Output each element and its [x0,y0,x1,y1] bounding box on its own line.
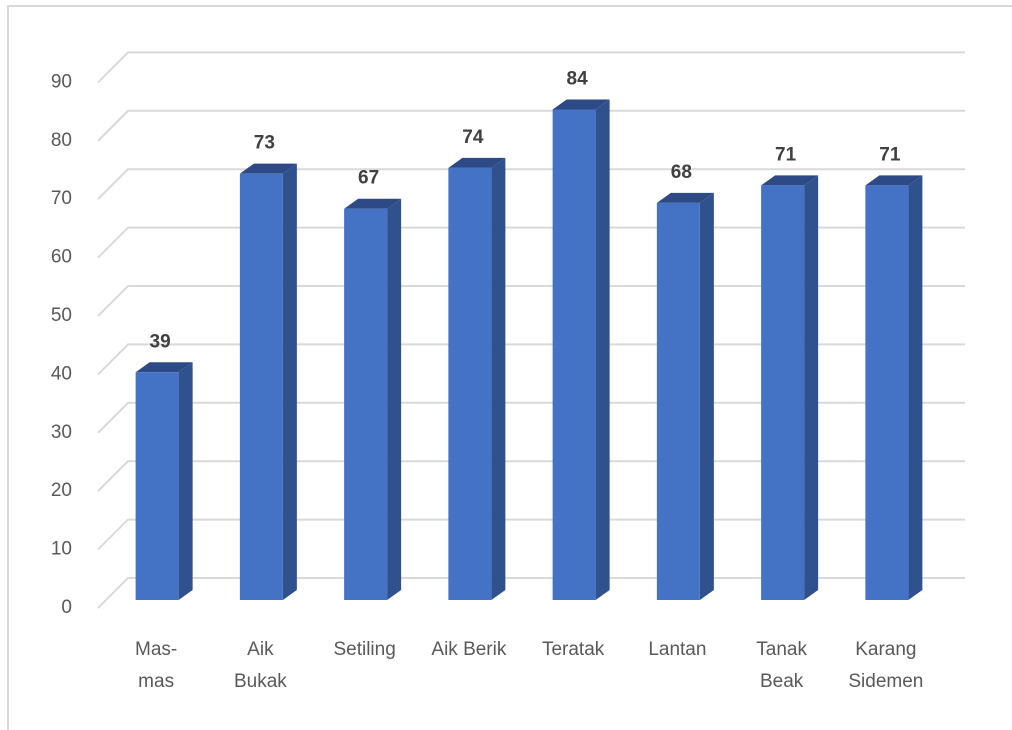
y-tick-label: 10 [51,539,72,560]
value-label: 67 [358,168,379,189]
grid-line [97,518,965,551]
value-label: 71 [879,144,901,165]
bar-top [239,163,297,174]
grid-line [97,401,965,434]
bar-top [552,99,610,110]
bar-top [448,157,506,168]
value-label: 68 [671,162,692,183]
grid-line [97,109,965,142]
bar [761,185,805,601]
x-tick-label: Setiling [333,639,396,660]
y-tick-label: 90 [51,71,72,92]
bar-side [282,163,297,600]
bar-top [761,175,819,186]
y-tick-label: 40 [51,363,72,384]
bar [135,372,179,600]
bar-side [178,362,193,600]
y-tick-label: 30 [51,422,72,443]
y-tick-label: 60 [51,247,72,268]
bar-side [491,157,506,600]
bar-top [865,175,923,186]
bar-side [908,175,923,601]
bar-side [595,99,610,600]
bar [656,202,700,600]
value-label: 39 [150,331,171,352]
y-tick-label: 70 [51,188,72,209]
x-tick-label: Tanak Beak [756,639,807,692]
bar-side [699,192,714,600]
bar-top [135,362,193,373]
frame [7,5,1012,730]
x-tick-label: Lantan [648,639,707,660]
value-label: 74 [462,127,484,148]
y-tick-label: 80 [51,130,72,151]
value-label: 71 [775,144,797,165]
y-tick-label: 50 [51,305,72,326]
grid-line [97,285,965,317]
x-tick-label: Teratak [541,639,605,660]
value-label: 84 [567,68,589,89]
bar [239,173,283,600]
grid-line [97,226,965,259]
bar [344,208,388,600]
x-tick-label: Aik Berik [431,639,507,660]
grid-line [97,168,965,200]
y-tick-label: 0 [61,597,72,618]
y-tick-label: 20 [51,480,72,501]
bar-side [387,198,402,600]
x-tick-label: Mas- mas [135,639,178,692]
bar-top [656,192,714,203]
grid-line [97,577,965,609]
grid-line [97,51,965,84]
grid-line [97,343,965,376]
x-tick-label: Aik Bukak [233,639,287,692]
bar [865,185,909,601]
value-label: 73 [254,133,275,154]
bar [448,167,492,600]
grid-line [97,460,965,492]
x-tick-label: Karang Sidemen [848,639,924,692]
bar-side [804,175,819,601]
bar-top [344,198,402,209]
bar [552,109,596,600]
